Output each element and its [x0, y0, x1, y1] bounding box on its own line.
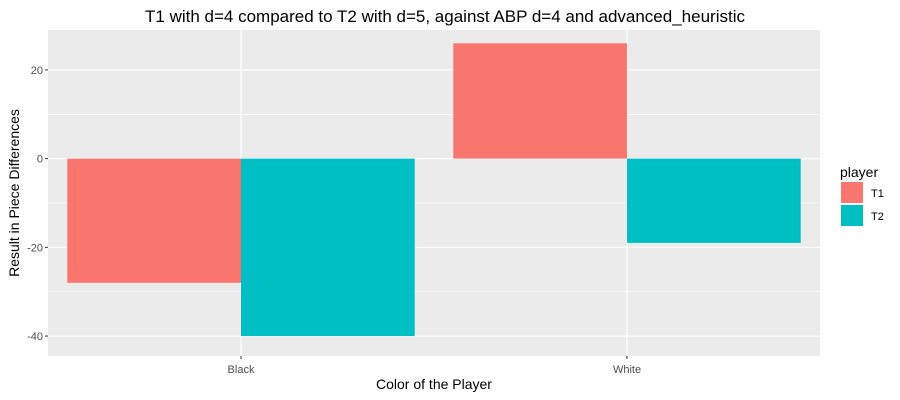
bar-T1-Black — [67, 158, 241, 283]
bar-T1-White — [453, 43, 627, 159]
bar-T2-Black — [241, 158, 415, 337]
y-tick-label: -20 — [27, 242, 43, 254]
bars — [67, 43, 801, 337]
x-tick-label: White — [613, 364, 641, 376]
y-tick-label: -40 — [27, 331, 43, 343]
y-axis-title: Result in Piece Differences — [6, 109, 22, 277]
x-axis-title: Color of the Player — [376, 376, 492, 392]
legend-label-T1: T1 — [871, 188, 884, 200]
x-tick-label: Black — [228, 364, 255, 376]
legend: player T1 T2 — [840, 164, 884, 226]
y-tick-label: 0 — [37, 154, 43, 166]
legend-title: player — [840, 164, 878, 180]
x-axis-ticks: Black White — [228, 356, 641, 376]
legend-items: T1 T2 — [841, 182, 884, 226]
legend-swatch-T1 — [841, 182, 863, 203]
bar-T2-White — [627, 158, 801, 243]
legend-swatch-T2 — [841, 205, 863, 226]
legend-label-T2: T2 — [871, 211, 884, 223]
y-axis-ticks: -40 -20 0 20 — [27, 65, 48, 343]
y-tick-label: 20 — [31, 65, 43, 77]
chart-title: T1 with d=4 compared to T2 with d=5, aga… — [145, 7, 745, 26]
